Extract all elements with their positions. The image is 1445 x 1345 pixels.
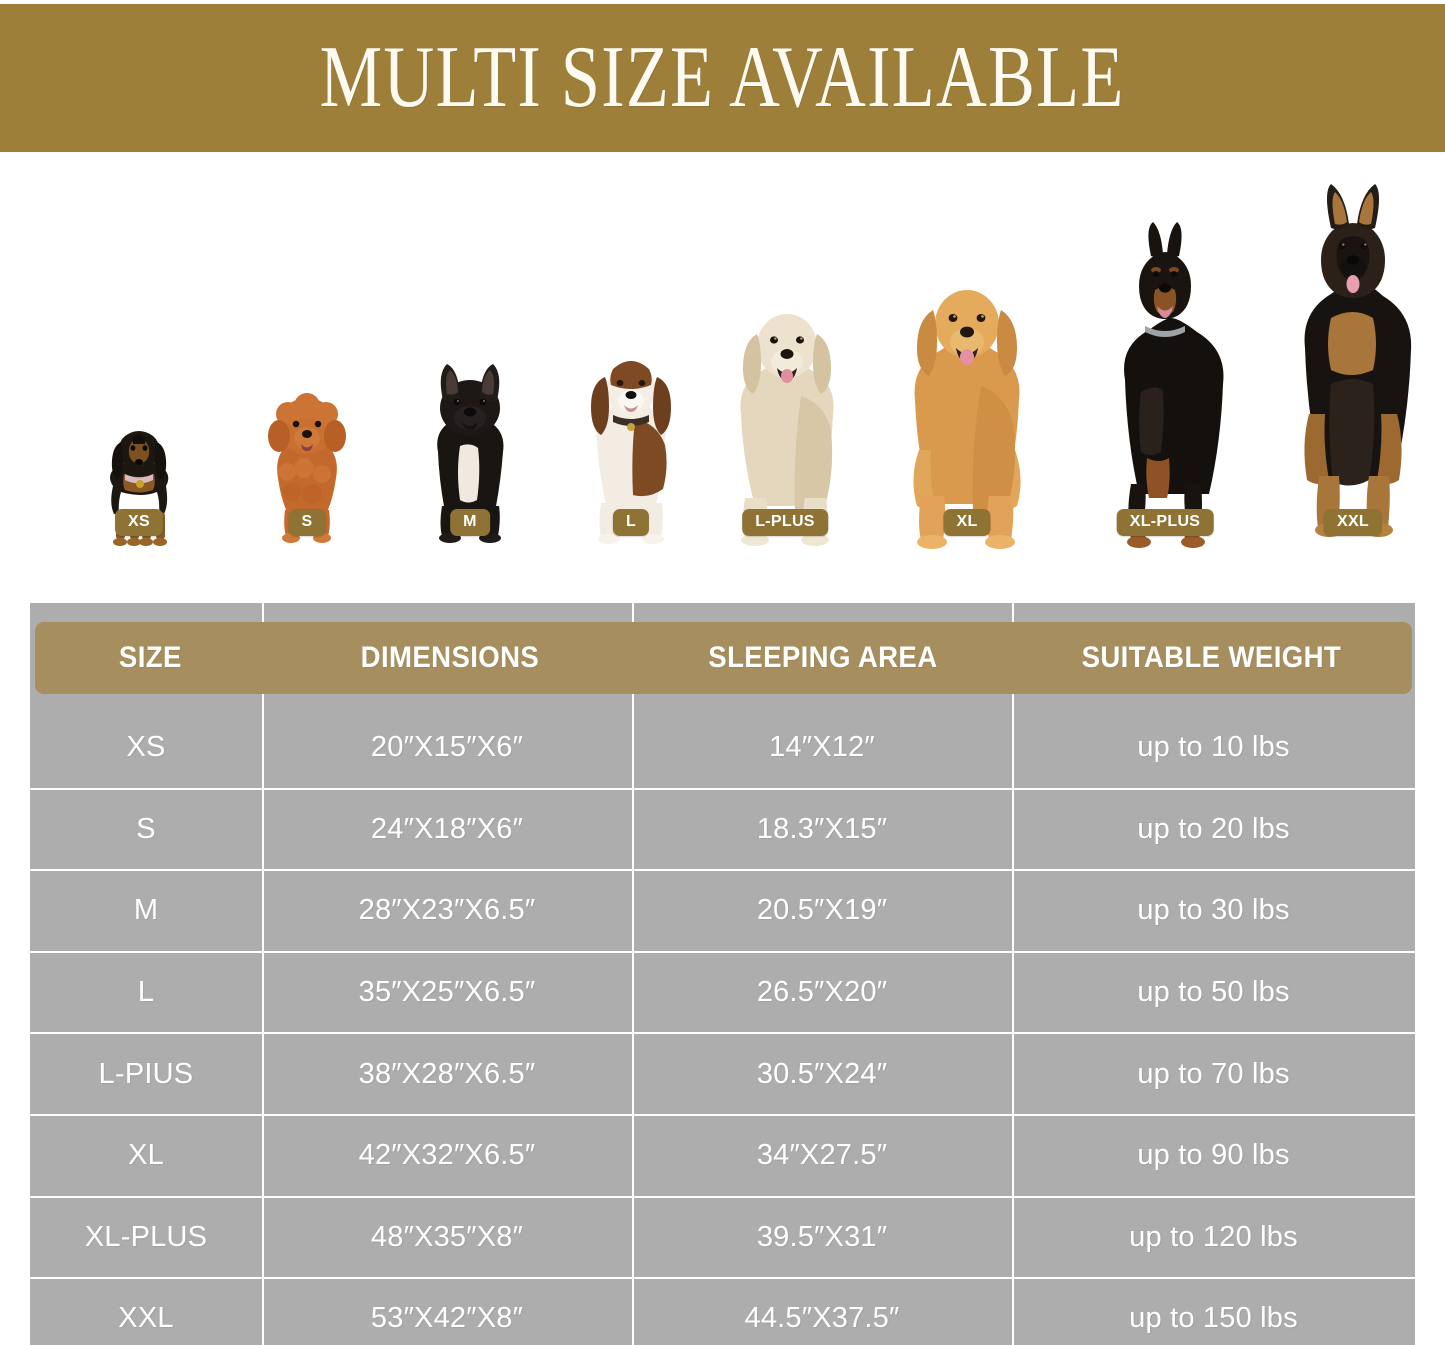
cell-sleeping-area: 34″X27.5″: [756, 1139, 888, 1172]
cell-size: XS: [126, 731, 166, 764]
size-badge-m: M: [450, 509, 490, 536]
cell-dimensions: 53″X42″X8″: [370, 1302, 524, 1335]
cell-sleeping-area: 30.5″X24″: [756, 1057, 888, 1090]
column-divider-1: [262, 603, 264, 1345]
cell-sleeping-area: 14″X12″: [769, 731, 875, 764]
table-row: XL-PLUS 48″X35″X8″ 39.5″X31″ up to 120 l…: [30, 1198, 1415, 1280]
dog-lineup: XS: [0, 152, 1445, 600]
cell-dimensions: 38″X28″X6.5″: [358, 1057, 536, 1090]
size-badge-s: S: [288, 509, 326, 536]
header-banner: MULTI SIZE AVAILABLE: [0, 4, 1445, 152]
size-table: SIZE DIMENSIONS SLEEPING AREA SUITABLE W…: [30, 603, 1415, 1345]
page-title: MULTI SIZE AVAILABLE: [320, 29, 1125, 126]
cell-weight: up to 10 lbs: [1137, 731, 1290, 764]
dog-slot-xs: XS: [73, 352, 205, 552]
table-row: S 24″X18″X6″ 18.3″X15″ up to 20 lbs: [30, 790, 1415, 872]
column-divider-2: [632, 603, 634, 1345]
size-badge-xs: XS: [115, 509, 163, 536]
cell-weight: up to 70 lbs: [1137, 1057, 1290, 1090]
cell-weight: up to 20 lbs: [1137, 812, 1290, 845]
cell-weight: up to 50 lbs: [1137, 976, 1290, 1009]
table-row: XS 20″X15″X6″ 14″X12″ up to 10 lbs: [30, 708, 1415, 790]
table-row: XXL 53″X42″X8″ 44.5″X37.5″ up to 150 lbs: [30, 1279, 1415, 1345]
cell-weight: up to 90 lbs: [1137, 1139, 1290, 1172]
beagle-figure: [563, 337, 699, 552]
dog-slot-xl: XL: [872, 222, 1062, 552]
table-header-row: SIZE DIMENSIONS SLEEPING AREA SUITABLE W…: [35, 622, 1412, 694]
golden-retriever-figure: [875, 260, 1059, 552]
size-badge-l-plus: L-PLUS: [742, 509, 828, 536]
cell-size: S: [136, 812, 156, 845]
doberman-figure: [1081, 222, 1249, 552]
cell-sleeping-area: 39.5″X31″: [756, 1220, 888, 1253]
cell-dimensions: 48″X35″X8″: [370, 1220, 524, 1253]
table-row: L-PIUS 38″X28″X6.5″ 30.5″X24″ up to 70 l…: [30, 1034, 1415, 1116]
dog-slot-xl-plus: XL-PLUS: [1072, 192, 1258, 552]
cell-sleeping-area: 44.5″X37.5″: [744, 1302, 900, 1335]
dog-slot-l: L: [556, 282, 706, 552]
cell-size: XXL: [118, 1302, 174, 1335]
toy-poodle-figure: [252, 384, 362, 552]
dog-slot-xxl: XXL: [1262, 152, 1444, 552]
cell-dimensions: 20″X15″X6″: [370, 731, 524, 764]
cell-size: XL: [128, 1139, 164, 1172]
column-header-dimensions: DIMENSIONS: [360, 641, 539, 674]
french-bulldog-figure: [410, 356, 530, 552]
cell-dimensions: 24″X18″X6″: [370, 812, 524, 845]
cell-weight: up to 150 lbs: [1129, 1302, 1298, 1335]
table-body: XS 20″X15″X6″ 14″X12″ up to 10 lbs S 24″…: [30, 708, 1415, 1345]
golden-retriever-light-figure: [705, 286, 865, 552]
german-shepherd-figure: [1265, 184, 1441, 552]
cell-size: L-PIUS: [98, 1057, 194, 1090]
cell-sleeping-area: 18.3″X15″: [756, 812, 888, 845]
cell-dimensions: 35″X25″X6.5″: [358, 976, 536, 1009]
cell-sleeping-area: 26.5″X20″: [756, 976, 888, 1009]
table-row: M 28″X23″X6.5″ 20.5″X19″ up to 30 lbs: [30, 871, 1415, 953]
column-header-size: SIZE: [118, 641, 182, 674]
dog-slot-l-plus: L-PLUS: [700, 242, 870, 552]
cell-size: XL-PLUS: [84, 1220, 208, 1253]
cell-weight: up to 120 lbs: [1129, 1220, 1298, 1253]
cell-size: M: [133, 894, 159, 927]
dog-slot-s: S: [241, 332, 373, 552]
cell-weight: up to 30 lbs: [1137, 894, 1290, 927]
table-row: L 35″X25″X6.5″ 26.5″X20″ up to 50 lbs: [30, 953, 1415, 1035]
column-header-sleeping-area: SLEEPING AREA: [707, 641, 938, 674]
cell-size: L: [137, 976, 155, 1009]
table-row: XL 42″X32″X6.5″ 34″X27.5″ up to 90 lbs: [30, 1116, 1415, 1198]
size-badge-xl: XL: [943, 509, 991, 536]
column-header-suitable-weight: SUITABLE WEIGHT: [1081, 641, 1342, 674]
column-divider-3: [1012, 603, 1014, 1345]
cell-dimensions: 42″X32″X6.5″: [358, 1139, 536, 1172]
cell-sleeping-area: 20.5″X19″: [756, 894, 888, 927]
size-badge-l: L: [612, 509, 650, 536]
cell-dimensions: 28″X23″X6.5″: [358, 894, 536, 927]
dog-slot-m: M: [400, 302, 540, 552]
size-badge-xl-plus: XL-PLUS: [1116, 509, 1214, 536]
size-badge-xxl: XXL: [1323, 509, 1383, 536]
